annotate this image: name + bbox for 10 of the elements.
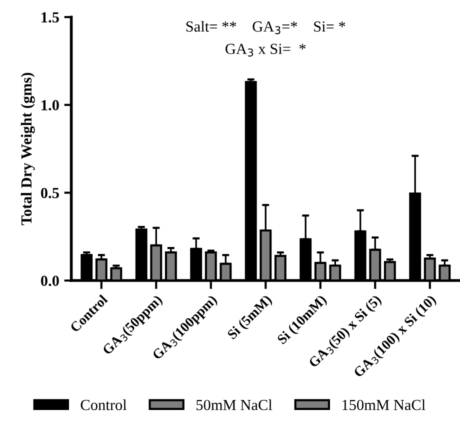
- annotation: GA$_{3}$ x Si= *: [226, 44, 306, 57]
- annotation: Salt= ** GA$_{3}$=* Si= *: [186, 20, 346, 34]
- y-tick-label: 0.0: [40, 276, 59, 286]
- y-tick-label: 1.0: [42, 100, 59, 110]
- legend-label: Control: [80, 399, 127, 410]
- y-tick-label: 0.5: [40, 188, 59, 198]
- y-axis-title: Total Dry Weight (gms): [20, 72, 35, 226]
- y-tick-label: 1.5: [42, 12, 59, 23]
- legend-label: 50mM NaCl: [196, 399, 272, 410]
- legend-label: 150mM NaCl: [342, 399, 426, 410]
